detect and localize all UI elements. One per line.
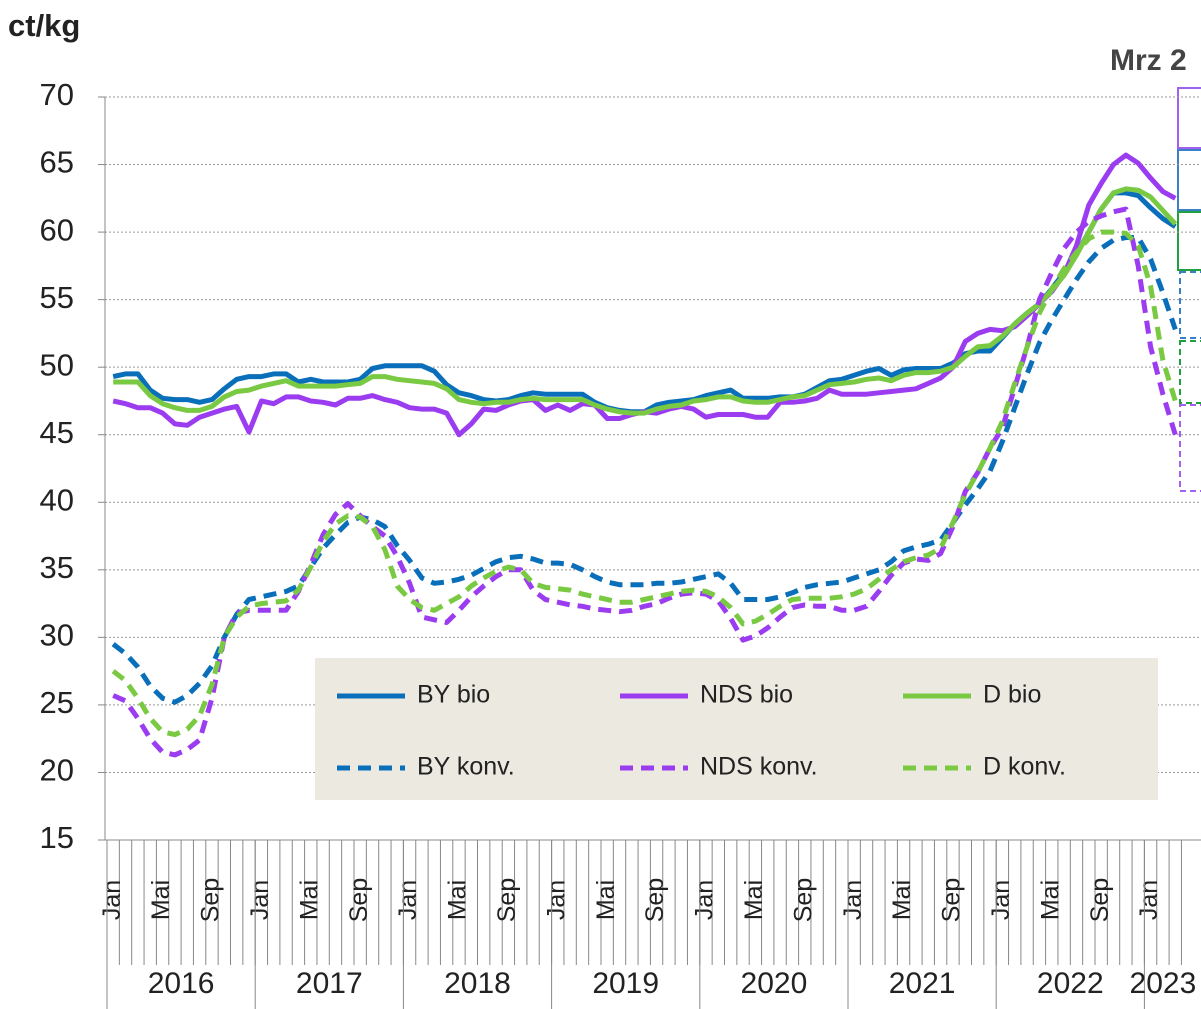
year-label: 2017 — [296, 967, 363, 1000]
x-tick-label: Mai — [888, 880, 916, 920]
annotation: Mrz 2 — [1110, 44, 1187, 77]
y-tick-label: 65 — [40, 145, 74, 180]
y-tick-label: 70 — [40, 77, 74, 112]
x-tick-label: Jan — [839, 880, 867, 920]
series-line — [113, 186, 1178, 416]
legend-label: D bio — [983, 681, 1041, 709]
x-tick-label: Sep — [345, 878, 373, 922]
legend-label: NDS bio — [700, 681, 793, 709]
y-axis-label: ct/kg — [8, 8, 80, 43]
y-tick-label: 40 — [40, 482, 74, 517]
y-tick-label: 45 — [40, 415, 74, 450]
y-tick-label: 30 — [40, 618, 74, 653]
series-line — [111, 229, 1178, 738]
year-label: 2021 — [889, 967, 956, 1000]
x-tick-label: Mai — [295, 880, 323, 920]
x-tick-label: Sep — [789, 878, 817, 922]
y-tick-label: 15 — [40, 820, 74, 855]
value-boxes — [1177, 87, 1201, 492]
x-tick-label: Jan — [987, 880, 1015, 920]
x-tick-label: Sep — [493, 878, 521, 922]
y-tick-label: 50 — [40, 347, 74, 382]
legend-label: NDS konv. — [700, 753, 818, 781]
x-tick-label: Mai — [592, 880, 620, 920]
year-label: 2016 — [148, 967, 215, 1000]
x-tick-label: Mai — [444, 880, 472, 920]
x-tick-label: Jan — [98, 880, 126, 920]
x-tick-label: Sep — [197, 878, 225, 922]
legend-box — [315, 658, 1158, 800]
year-label: 2023 — [1130, 967, 1197, 1000]
x-tick-label: Mai — [1036, 880, 1064, 920]
y-tick-label: 35 — [40, 550, 74, 585]
y-tick-label: 25 — [40, 685, 74, 720]
year-label: 2018 — [444, 967, 511, 1000]
x-tick-label: Sep — [1086, 878, 1114, 922]
x-tick-label: Jan — [394, 880, 422, 920]
y-tick-label: 60 — [40, 212, 74, 247]
year-label: 2022 — [1037, 967, 1104, 1000]
series-line — [112, 152, 1177, 438]
x-tick-label: Mai — [147, 880, 175, 920]
x-tick-label: Jan — [1135, 880, 1163, 920]
x-tick-label: Sep — [938, 878, 966, 922]
x-tick-label: Jan — [691, 880, 719, 920]
y-tick-label: 55 — [40, 280, 74, 315]
x-tick-label: Jan — [246, 880, 274, 920]
year-label: 2019 — [592, 967, 659, 1000]
legend-label: D konv. — [983, 753, 1066, 781]
x-tick-label: Jan — [542, 880, 570, 920]
y-tick-label: 20 — [40, 753, 74, 788]
legend-label: BY konv. — [417, 753, 515, 781]
legend-label: BY bio — [417, 681, 490, 709]
year-label: 2020 — [741, 967, 808, 1000]
series-line — [111, 235, 1178, 705]
x-tick-label: Mai — [740, 880, 768, 920]
series-line — [112, 206, 1178, 758]
x-tick-label: Sep — [641, 878, 669, 922]
